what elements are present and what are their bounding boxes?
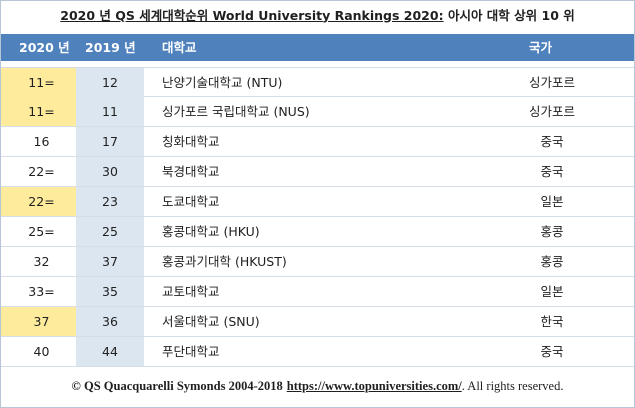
rank-2020: 11= bbox=[1, 97, 76, 126]
rank-2019: 11 bbox=[76, 97, 144, 126]
rank-2020: 16 bbox=[33, 134, 50, 149]
university-name: 서울대학교 (SNU) bbox=[162, 314, 260, 329]
country: 한국 bbox=[540, 314, 564, 329]
country: 일본 bbox=[540, 284, 564, 299]
rank-2019: 30 bbox=[76, 157, 144, 186]
rank-2019: 12 bbox=[76, 68, 144, 97]
university-name: 교토대학교 bbox=[162, 284, 220, 299]
header-university: 대학교 bbox=[162, 40, 197, 55]
country: 홍콩 bbox=[540, 254, 564, 269]
rank-2020: 22= bbox=[1, 187, 76, 216]
footer: © QS Quacquarelli Symonds 2004-2018 http… bbox=[1, 373, 634, 399]
topuniversities-link[interactable]: https://www.topuniversities.com/ bbox=[286, 378, 462, 393]
rank-2020: 11= bbox=[1, 68, 76, 97]
rights-text: . All rights reserved. bbox=[461, 378, 564, 393]
rank-2019: 35 bbox=[76, 277, 144, 306]
country: 중국 bbox=[540, 134, 564, 149]
header-country: 국가 bbox=[529, 40, 553, 55]
university-name: 도쿄대학교 bbox=[162, 194, 220, 209]
table-row: 22= 23 도쿄대학교 일본 bbox=[1, 187, 634, 217]
rank-2019: 25 bbox=[76, 217, 144, 246]
table-header: 2020 년 2019 년 대학교 국가 bbox=[1, 34, 634, 61]
table-row: 40 44 푸단대학교 중국 bbox=[1, 337, 634, 367]
table-row: 16 17 칭화대학교 중국 bbox=[1, 127, 634, 157]
university-name: 홍콩대학교 (HKU) bbox=[162, 224, 260, 239]
header-2020: 2020 년 bbox=[19, 40, 70, 55]
rank-2019: 37 bbox=[76, 247, 144, 276]
rank-2020: 37 bbox=[1, 307, 76, 336]
table-row: 22= 30 북경대학교 중국 bbox=[1, 157, 634, 187]
country: 중국 bbox=[540, 344, 564, 359]
rank-2020: 22= bbox=[28, 164, 55, 179]
copyright-text: © QS Quacquarelli Symonds 2004-2018 bbox=[71, 378, 283, 393]
table-row: 37 36 서울대학교 (SNU) 한국 bbox=[1, 307, 634, 337]
rank-2020: 40 bbox=[33, 344, 50, 359]
table-title: 2020 년 QS 세계대학순위 World University Rankin… bbox=[1, 1, 634, 27]
rank-2020: 33= bbox=[28, 284, 55, 299]
header-2019: 2019 년 bbox=[85, 40, 136, 55]
university-name: 푸단대학교 bbox=[162, 344, 220, 359]
rank-2020: 32 bbox=[33, 254, 50, 269]
university-name: 북경대학교 bbox=[162, 164, 220, 179]
rank-2019: 44 bbox=[76, 337, 144, 366]
country: 싱가포르 bbox=[528, 75, 575, 90]
university-name: 싱가포르 국립대학교 (NUS) bbox=[162, 104, 310, 119]
rank-2019: 23 bbox=[76, 187, 144, 216]
country: 홍콩 bbox=[540, 224, 564, 239]
country: 싱가포르 bbox=[528, 104, 575, 119]
rank-2019: 36 bbox=[76, 307, 144, 336]
table-row: 25= 25 홍콩대학교 (HKU) 홍콩 bbox=[1, 217, 634, 247]
table-row: 32 37 홍콩과기대학 (HKUST) 홍콩 bbox=[1, 247, 634, 277]
country: 일본 bbox=[540, 194, 564, 209]
table-row: 11= 12 난양기술대학교 (NTU) 싱가포르 bbox=[1, 67, 634, 97]
rank-2020: 25= bbox=[28, 224, 55, 239]
table-row: 11= 11 싱가포르 국립대학교 (NUS) 싱가포르 bbox=[1, 97, 634, 127]
table-body: 11= 12 난양기술대학교 (NTU) 싱가포르 11= 11 싱가포르 국립대학교 (N… bbox=[1, 67, 634, 367]
title-suffix: 아시아 대학 상위 10 위 bbox=[447, 7, 575, 23]
rank-2019: 17 bbox=[76, 127, 144, 156]
title-prefix: 2020 년 QS 세계대학순위 World University Rankin… bbox=[60, 7, 444, 23]
university-name: 홍콩과기대학 (HKUST) bbox=[162, 254, 287, 269]
table-row: 33= 35 교토대학교 일본 bbox=[1, 277, 634, 307]
university-name: 난양기술대학교 (NTU) bbox=[162, 75, 283, 90]
university-name: 칭화대학교 bbox=[162, 134, 220, 149]
country: 중국 bbox=[540, 164, 564, 179]
